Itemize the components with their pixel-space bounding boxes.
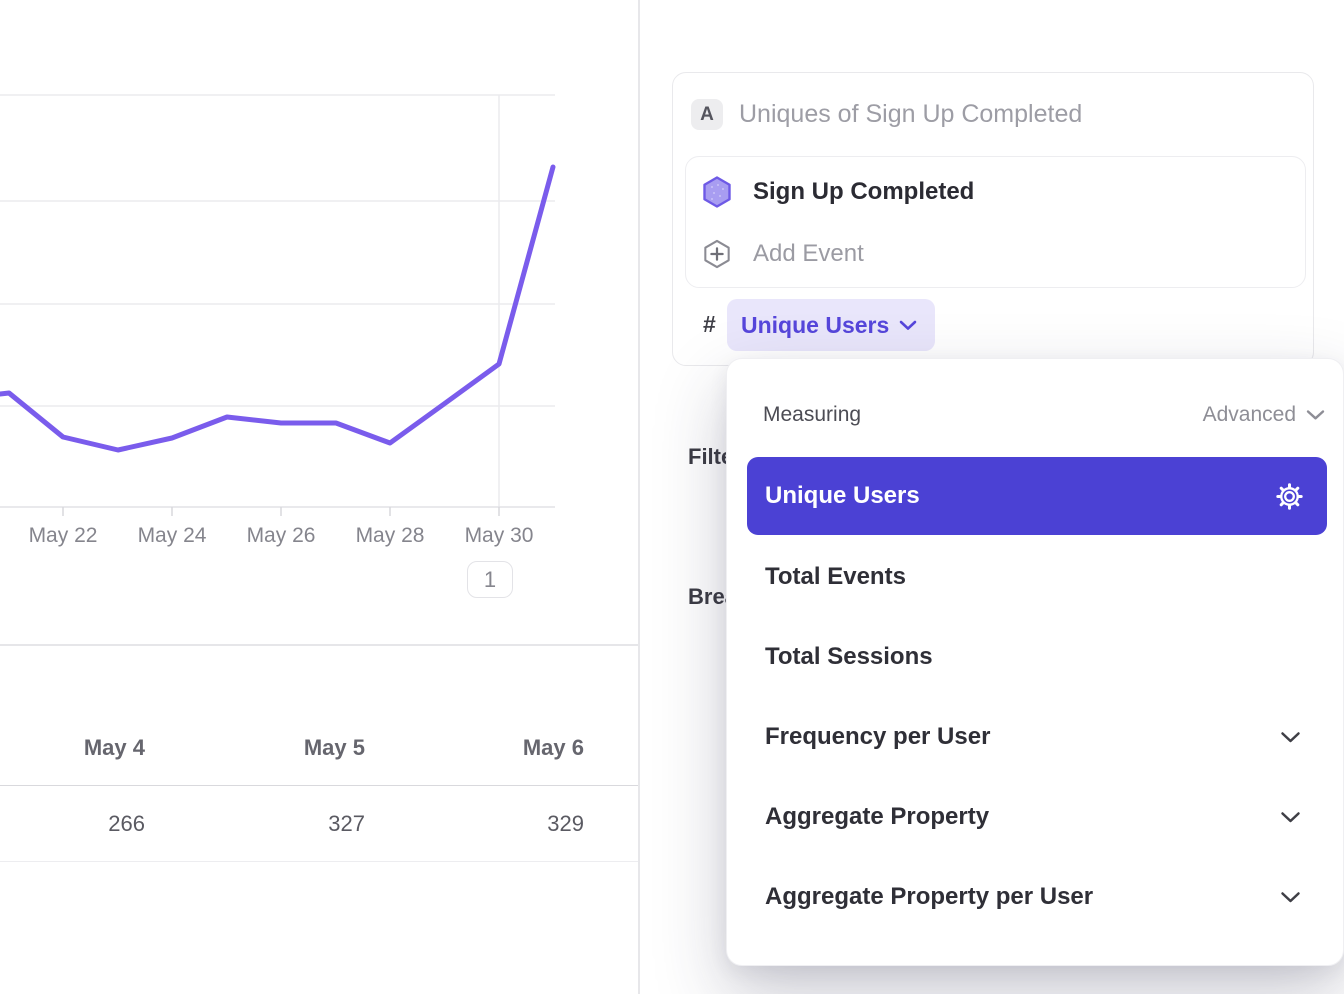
chevron-down-icon bbox=[1280, 731, 1301, 744]
x-tick-label: May 24 bbox=[137, 524, 207, 547]
menu-item-total-sessions[interactable]: Total Sessions bbox=[747, 617, 1327, 697]
table-row: 266 327 329 bbox=[0, 787, 639, 862]
table-column-header[interactable]: May 6 bbox=[522, 734, 584, 760]
measuring-dropdown-menu: Measuring Advanced Unique Users bbox=[726, 358, 1344, 966]
table-header-row: May 4 May 5 May 6 bbox=[0, 710, 639, 786]
menu-item-label: Aggregate Property bbox=[765, 803, 990, 830]
menu-item-label: Aggregate Property per User bbox=[765, 883, 1094, 910]
x-tick-label: May 30 bbox=[464, 524, 534, 547]
advanced-mode-toggle[interactable]: Advanced bbox=[1203, 403, 1325, 427]
table-cell: 327 bbox=[328, 811, 365, 836]
section-divider bbox=[0, 644, 639, 646]
add-event-row[interactable]: Add Event bbox=[686, 223, 1305, 285]
pane-divider bbox=[638, 0, 640, 994]
metric-query-panel: A Uniques of Sign Up Completed Sign Up C… bbox=[672, 72, 1314, 366]
line-chart: May 22 May 24 May 26 May 28 May 30 1 bbox=[0, 0, 639, 644]
measuring-label: Measuring bbox=[763, 403, 862, 426]
menu-item-aggregate-property[interactable]: Aggregate Property bbox=[747, 777, 1327, 857]
x-tick-label: May 22 bbox=[28, 524, 98, 547]
table-column-header[interactable]: May 5 bbox=[303, 734, 365, 760]
add-event-label: Add Event bbox=[753, 240, 864, 267]
measurement-chip[interactable]: Unique Users bbox=[727, 299, 936, 351]
gear-icon[interactable] bbox=[1276, 482, 1303, 510]
menu-item-label: Total Sessions bbox=[765, 643, 933, 670]
menu-item-aggregate-property-per-user[interactable]: Aggregate Property per User bbox=[747, 857, 1327, 937]
chevron-down-icon bbox=[1280, 891, 1301, 904]
menu-header: Measuring Advanced bbox=[763, 395, 1325, 435]
x-tick-label: May 28 bbox=[355, 524, 425, 547]
table-column-header[interactable]: May 4 bbox=[83, 734, 145, 760]
count-symbol: # bbox=[703, 311, 716, 337]
menu-item-label: Total Events bbox=[765, 563, 906, 590]
chevron-down-icon bbox=[1306, 410, 1325, 420]
x-tick-label: May 26 bbox=[246, 524, 316, 547]
measurement-chip-label: Unique Users bbox=[741, 311, 890, 338]
menu-item-frequency-per-user[interactable]: Frequency per User bbox=[747, 697, 1327, 777]
menu-item-total-events[interactable]: Total Events bbox=[747, 537, 1327, 617]
event-hexagon-icon bbox=[703, 176, 731, 208]
event-name-label: Sign Up Completed bbox=[753, 178, 975, 205]
chevron-down-icon bbox=[899, 320, 917, 330]
table-cell: 266 bbox=[108, 811, 145, 836]
chevron-down-icon bbox=[1280, 811, 1301, 824]
menu-item-label: Unique Users bbox=[765, 482, 920, 509]
table-cell: 329 bbox=[547, 811, 584, 836]
annotation-badge[interactable]: 1 bbox=[467, 561, 513, 598]
event-row[interactable]: Sign Up Completed bbox=[686, 161, 1305, 223]
measurement-row: # Unique Users bbox=[673, 299, 1313, 353]
menu-item-unique-users-selected[interactable]: Unique Users bbox=[747, 457, 1327, 535]
metric-summary-title: Uniques of Sign Up Completed bbox=[739, 99, 1083, 128]
add-event-plus-icon bbox=[703, 238, 731, 270]
advanced-mode-label: Advanced bbox=[1202, 403, 1296, 426]
menu-item-label: Frequency per User bbox=[765, 723, 991, 750]
series-letter-badge: A bbox=[691, 99, 723, 130]
event-list-card: Sign Up Completed Add Event bbox=[685, 156, 1306, 288]
line-chart-canvas bbox=[0, 94, 556, 516]
